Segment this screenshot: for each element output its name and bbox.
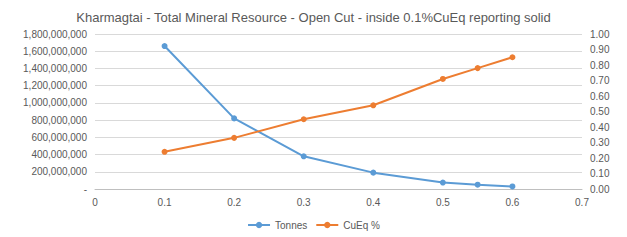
svg-text:400,000,000: 400,000,000 [31,149,87,160]
svg-text:-: - [84,184,87,195]
svg-text:0.6: 0.6 [505,197,519,208]
svg-text:0.7: 0.7 [575,197,589,208]
svg-text:0.10: 0.10 [590,168,610,179]
svg-text:1,000,000,000: 1,000,000,000 [23,97,87,108]
svg-text:1,600,000,000: 1,600,000,000 [23,46,87,57]
svg-text:0: 0 [92,197,98,208]
svg-text:800,000,000: 800,000,000 [31,115,87,126]
svg-text:0.2: 0.2 [227,197,241,208]
svg-text:0.00: 0.00 [590,184,610,195]
svg-text:Kharmagtai - Total Mineral Res: Kharmagtai - Total Mineral Resource - Op… [76,10,551,25]
svg-text:0.20: 0.20 [590,153,610,164]
svg-text:1,800,000,000: 1,800,000,000 [23,29,87,40]
svg-text:0.4: 0.4 [366,197,380,208]
svg-text:0.70: 0.70 [590,75,610,86]
svg-text:1.00: 1.00 [590,29,610,40]
svg-text:0.3: 0.3 [297,197,311,208]
svg-text:0.40: 0.40 [590,122,610,133]
svg-text:1,400,000,000: 1,400,000,000 [23,63,87,74]
svg-text:0.90: 0.90 [590,44,610,55]
svg-text:0.60: 0.60 [590,91,610,102]
svg-text:0.80: 0.80 [590,60,610,71]
svg-text:0.1: 0.1 [158,197,172,208]
svg-text:CuEq %: CuEq % [343,220,380,231]
svg-text:0.50: 0.50 [590,106,610,117]
svg-text:0.5: 0.5 [436,197,450,208]
svg-text:Tonnes: Tonnes [275,220,307,231]
svg-text:0.30: 0.30 [590,137,610,148]
svg-text:1,200,000,000: 1,200,000,000 [23,80,87,91]
svg-text:200,000,000: 200,000,000 [31,166,87,177]
svg-text:600,000,000: 600,000,000 [31,132,87,143]
